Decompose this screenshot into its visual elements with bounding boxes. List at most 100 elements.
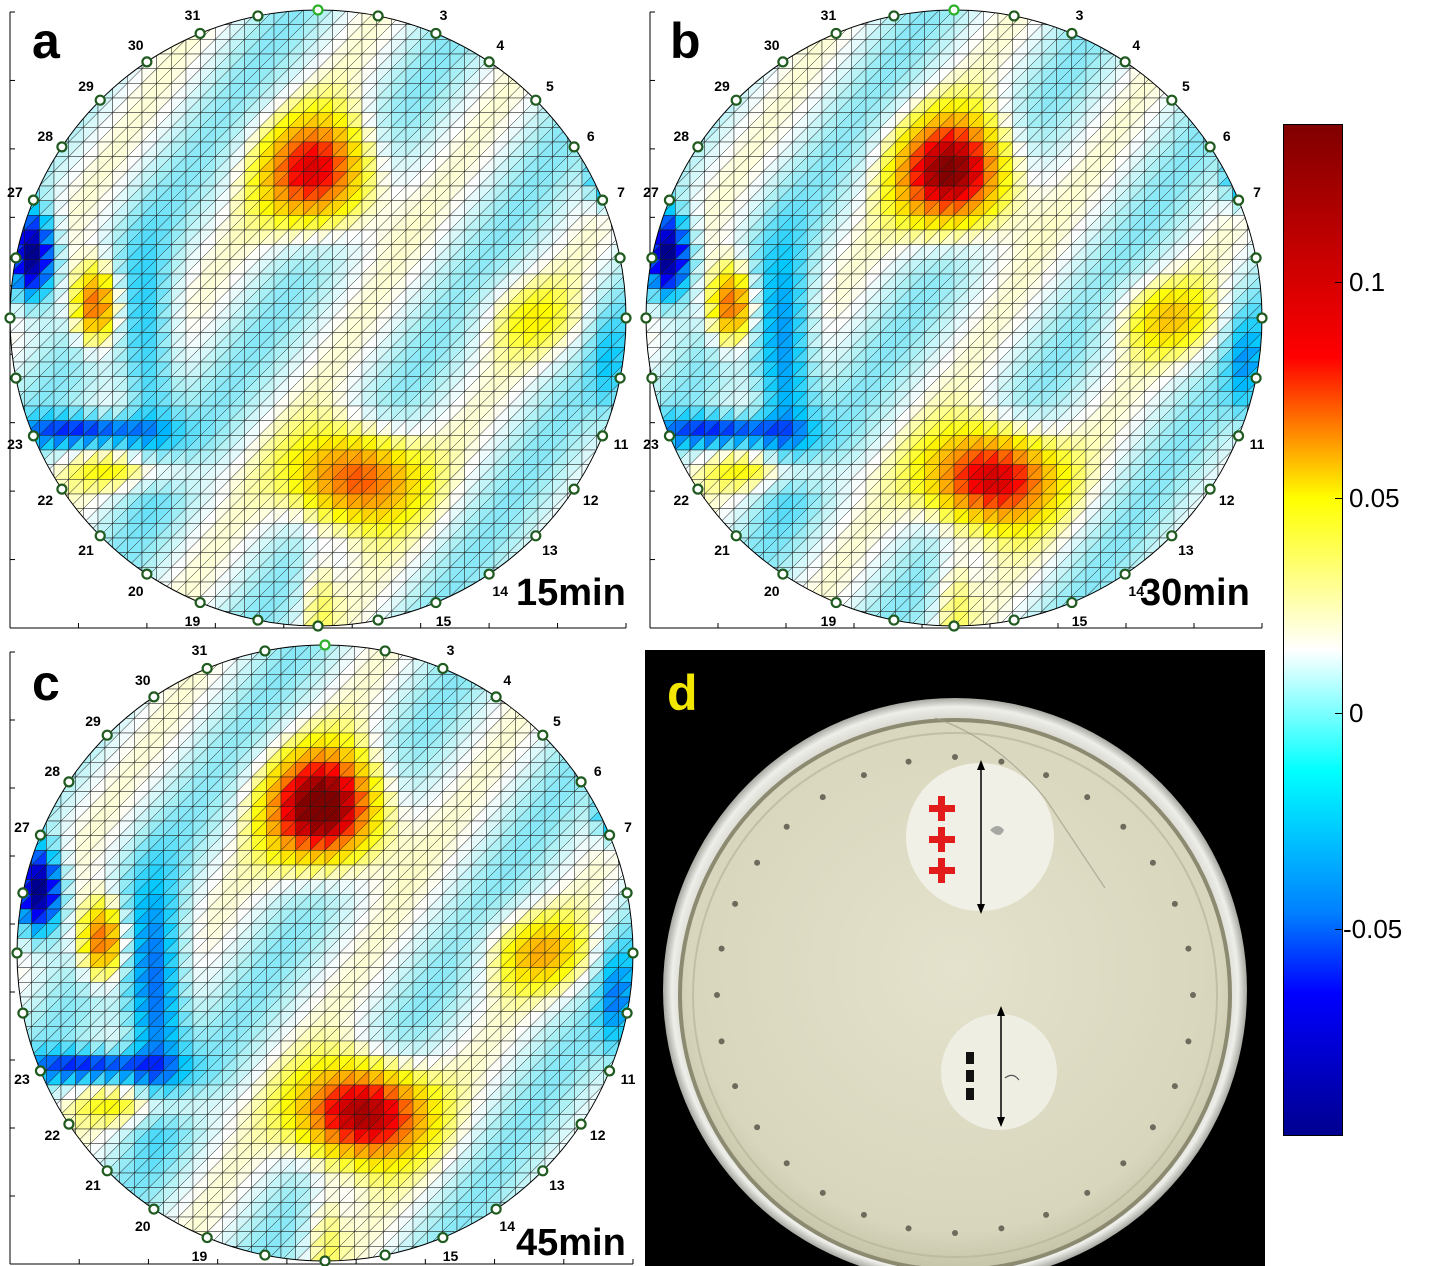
electrode-marker xyxy=(620,312,632,324)
electrode-label: 28 xyxy=(37,127,54,144)
electrode-label: 21 xyxy=(714,541,730,558)
panel-letter: c xyxy=(32,655,60,711)
panel-letter: b xyxy=(670,13,701,69)
electrode-label: 21 xyxy=(85,1176,101,1193)
electrode-marker xyxy=(663,194,676,206)
electrode-label: 3 xyxy=(439,6,448,23)
electrode-marker xyxy=(614,252,626,264)
colorbar-tick-label: 0.1 xyxy=(1349,267,1386,297)
electrode-marker xyxy=(319,639,331,651)
electrode-label: 12 xyxy=(589,1127,606,1144)
electrode-label: 19 xyxy=(820,613,837,630)
electrode-marker xyxy=(530,94,542,106)
electrode-label: 19 xyxy=(184,613,201,630)
electrode-label: 30 xyxy=(134,672,151,689)
electrode-marker xyxy=(252,10,264,22)
electrode-label: 11 xyxy=(1249,435,1265,452)
electrode-label: 14 xyxy=(492,582,509,599)
panel-b-30min: b 30min 3 4 5 6 7 11 12 13 14 15 19 20 21 22 23 27 28 29 3… xyxy=(640,0,1280,632)
electrode-marker xyxy=(646,372,658,384)
electrode-label: 27 xyxy=(643,184,659,201)
electrode-marker xyxy=(483,568,495,580)
electrode-marker xyxy=(888,614,900,626)
electrode-marker xyxy=(10,252,22,264)
electrode-marker xyxy=(319,1255,331,1266)
electrode-label: 7 xyxy=(617,184,625,201)
electrode-label: 15 xyxy=(1071,613,1088,630)
electrode-marker xyxy=(777,56,789,68)
electrode-label: 21 xyxy=(78,541,94,558)
electrode-marker xyxy=(1256,312,1268,324)
electrode-marker xyxy=(27,194,40,206)
electrode-marker xyxy=(34,1065,47,1077)
electrode-marker xyxy=(575,1118,587,1130)
electrode-label: 28 xyxy=(673,127,690,144)
colorbar-tick-mark xyxy=(1335,929,1342,930)
colorbar-tick-label: 0 xyxy=(1349,698,1364,728)
electrode-marker xyxy=(568,483,580,495)
electrode-marker xyxy=(537,729,549,741)
electrode-label: 7 xyxy=(1253,184,1261,201)
electrode-label: 23 xyxy=(643,435,659,452)
electrode-label: 12 xyxy=(1218,492,1235,509)
electrode-marker xyxy=(1204,141,1216,153)
electrode-marker xyxy=(692,483,704,495)
electrode-label: 4 xyxy=(1132,37,1141,54)
electrode-label: 3 xyxy=(1075,6,1084,23)
electrode-label: 3 xyxy=(446,641,455,658)
colorbar-tick-mark xyxy=(1335,498,1342,499)
electrode-marker xyxy=(94,94,106,106)
electrode-marker xyxy=(646,252,658,264)
electrode-label: 11 xyxy=(613,435,629,452)
electrode-marker xyxy=(888,10,900,22)
electrode-label: 6 xyxy=(593,762,602,779)
panel-d-photo: d + - xyxy=(645,650,1265,1266)
impedance-map-b xyxy=(640,4,1268,632)
electrode-marker xyxy=(1204,483,1216,495)
electrode-label: 12 xyxy=(582,492,599,509)
impedance-map-a xyxy=(4,4,632,632)
electrode-marker xyxy=(141,56,153,68)
electrode-label: 5 xyxy=(1182,78,1190,95)
colorbar-gradient xyxy=(1283,124,1343,1136)
electrode-marker xyxy=(948,620,960,632)
electrode-label: 27 xyxy=(7,184,23,201)
electrode-label: 22 xyxy=(673,492,690,509)
electrode-marker xyxy=(430,27,442,40)
electrode-label: 15 xyxy=(435,613,452,630)
electrode-marker xyxy=(34,829,47,841)
electrode-marker xyxy=(692,141,704,153)
agar-inner-edge xyxy=(692,732,1218,1258)
colorbar-tick-label: 0.05 xyxy=(1349,483,1400,513)
time-label: 45min xyxy=(516,1222,626,1264)
electrode-marker xyxy=(312,620,324,632)
electrode-label: 31 xyxy=(191,641,208,658)
electrode-marker xyxy=(627,947,639,959)
electrode-marker xyxy=(596,194,609,206)
petri-dish-photo xyxy=(663,698,1247,1266)
electrode-label: 6 xyxy=(1222,127,1231,144)
electrode-marker xyxy=(614,372,626,384)
electrode-marker xyxy=(490,1203,502,1215)
electrode-label: 14 xyxy=(1128,582,1145,599)
panel-letter: d xyxy=(667,665,698,721)
electrode-label: 22 xyxy=(37,492,54,509)
electrode-marker xyxy=(663,430,676,442)
electrode-marker xyxy=(1008,614,1020,626)
electrode-marker xyxy=(101,1165,113,1177)
electrode-label: 28 xyxy=(44,762,61,779)
electrode-marker xyxy=(194,596,206,609)
electrode-marker xyxy=(730,530,742,542)
time-label: 15min xyxy=(516,572,626,614)
electrode-marker xyxy=(1232,194,1245,206)
electrode-label: 31 xyxy=(820,6,837,23)
electrode-marker xyxy=(56,483,68,495)
electrode-marker xyxy=(430,596,442,609)
electrode-label: 23 xyxy=(14,1070,30,1087)
negative-marks xyxy=(966,1052,974,1100)
electrode-marker xyxy=(1008,10,1020,22)
electrode-label: 30 xyxy=(127,37,144,54)
electrode-label: 11 xyxy=(620,1070,636,1087)
electrode-label: 27 xyxy=(14,819,30,836)
electrode-label: 30 xyxy=(763,37,780,54)
